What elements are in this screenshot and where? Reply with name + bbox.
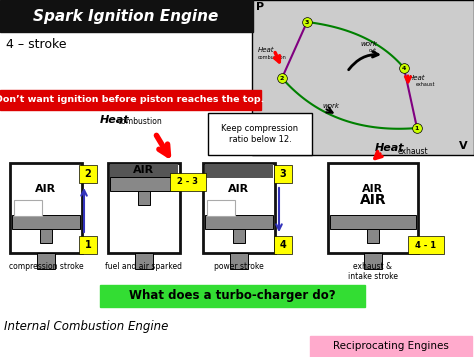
Text: V: V — [459, 141, 468, 151]
Bar — [364, 253, 382, 269]
Text: in: in — [330, 110, 335, 115]
Text: AIR: AIR — [360, 193, 386, 207]
Text: exhaust &
intake stroke: exhaust & intake stroke — [348, 262, 398, 281]
Text: exhaust: exhaust — [398, 146, 428, 156]
FancyBboxPatch shape — [408, 236, 444, 254]
Text: Internal Combustion Engine: Internal Combustion Engine — [4, 320, 168, 333]
Text: P: P — [256, 2, 264, 12]
Text: 3: 3 — [305, 20, 309, 25]
Text: 1: 1 — [85, 240, 91, 250]
Text: Heat: Heat — [375, 143, 405, 153]
Bar — [100, 285, 365, 307]
Text: 4: 4 — [280, 240, 286, 250]
Text: Keep compression
ratio below 12.: Keep compression ratio below 12. — [221, 124, 299, 144]
Bar — [252, 0, 474, 155]
Text: power stroke: power stroke — [214, 262, 264, 271]
Text: 1: 1 — [415, 126, 419, 131]
Bar — [205, 164, 273, 178]
Text: AIR: AIR — [134, 165, 155, 175]
Bar — [108, 163, 180, 253]
Text: 2: 2 — [85, 169, 91, 179]
Bar — [110, 177, 178, 191]
Bar — [14, 200, 42, 216]
Text: Spark Ignition Engine: Spark Ignition Engine — [33, 9, 219, 24]
Text: work: work — [360, 41, 377, 47]
Bar — [203, 163, 275, 253]
Bar — [12, 215, 80, 229]
Text: AIR: AIR — [363, 184, 383, 194]
Text: 4 - 1: 4 - 1 — [415, 241, 437, 250]
FancyBboxPatch shape — [274, 236, 292, 254]
FancyBboxPatch shape — [170, 173, 206, 191]
Bar — [230, 253, 248, 269]
FancyBboxPatch shape — [274, 165, 292, 183]
Text: out: out — [369, 48, 377, 53]
Bar — [110, 164, 178, 178]
Text: What does a turbo-charger do?: What does a turbo-charger do? — [128, 290, 335, 302]
Text: Heat: Heat — [258, 47, 274, 53]
Bar — [138, 191, 150, 205]
Bar — [367, 229, 379, 243]
Bar — [37, 253, 55, 269]
Bar — [10, 163, 82, 253]
Text: work: work — [322, 103, 339, 109]
Text: Heat: Heat — [100, 115, 130, 125]
Bar — [0, 90, 261, 110]
Text: Reciprocating Engines: Reciprocating Engines — [333, 341, 449, 351]
Bar — [207, 200, 235, 216]
Text: fuel and air sparked: fuel and air sparked — [106, 262, 182, 271]
Bar — [205, 215, 273, 229]
Text: Heat: Heat — [409, 75, 426, 81]
Text: combustion: combustion — [118, 117, 163, 126]
Text: 4 – stroke: 4 – stroke — [6, 38, 66, 51]
Text: compression stroke: compression stroke — [9, 262, 83, 271]
Bar — [40, 229, 52, 243]
Text: exhaust: exhaust — [416, 82, 436, 87]
Text: AIR: AIR — [228, 184, 250, 194]
FancyBboxPatch shape — [79, 165, 97, 183]
Bar — [0, 0, 253, 32]
FancyBboxPatch shape — [79, 236, 97, 254]
Bar — [135, 253, 153, 269]
Bar — [328, 163, 418, 253]
Bar — [233, 229, 245, 243]
FancyBboxPatch shape — [208, 113, 312, 155]
Text: AIR: AIR — [36, 184, 56, 194]
Text: 2 - 3: 2 - 3 — [177, 177, 199, 186]
Text: combustion: combustion — [258, 55, 287, 60]
Text: Don’t want ignition before piston reaches the top.: Don’t want ignition before piston reache… — [0, 96, 264, 105]
Bar — [330, 215, 416, 229]
Text: 3: 3 — [280, 169, 286, 179]
Text: 2: 2 — [280, 75, 284, 80]
Text: 4: 4 — [402, 65, 406, 70]
Bar — [310, 336, 472, 357]
